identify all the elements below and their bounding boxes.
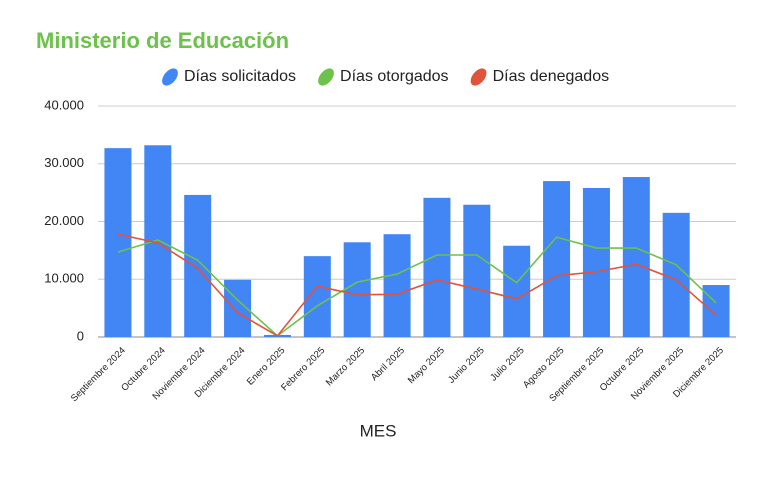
chart-title: Ministerio de Educación xyxy=(36,28,289,53)
bar xyxy=(184,194,212,337)
legend-icon xyxy=(318,68,334,86)
x-tick-label: Abril 2025 xyxy=(369,345,407,383)
y-tick-label: 30.000 xyxy=(44,155,84,170)
line xyxy=(117,233,717,337)
x-tick-label: Marzo 2025 xyxy=(324,345,367,388)
bar xyxy=(662,212,690,337)
bar xyxy=(423,197,451,337)
y-tick-label: 40.000 xyxy=(44,97,84,112)
bar xyxy=(343,242,371,337)
bar xyxy=(303,256,331,337)
bar xyxy=(104,148,132,337)
bar xyxy=(463,204,491,337)
y-tick-label: 10.000 xyxy=(44,271,84,286)
legend-icon xyxy=(470,68,487,86)
y-tick-label: 0 xyxy=(77,328,84,343)
bar xyxy=(582,188,610,337)
legend-label: Días denegados xyxy=(493,68,610,85)
x-tick-label: Julio 2025 xyxy=(488,345,526,383)
x-tick-label: Enero 2025 xyxy=(245,345,288,388)
legend-label: Días solicitados xyxy=(184,68,296,85)
bar xyxy=(543,181,571,337)
legend-icon xyxy=(162,68,178,86)
x-axis-title: MES xyxy=(360,421,397,440)
x-tick-label: Septiembre 2024 xyxy=(69,345,128,404)
bar xyxy=(383,234,411,337)
bar xyxy=(503,245,531,337)
x-tick-label: Junio 2025 xyxy=(446,345,487,386)
x-tick-label: Mayo 2025 xyxy=(406,345,447,386)
legend-label: Días otorgados xyxy=(340,68,449,85)
bar xyxy=(622,177,650,337)
y-tick-label: 20.000 xyxy=(44,213,84,228)
line xyxy=(117,236,717,337)
